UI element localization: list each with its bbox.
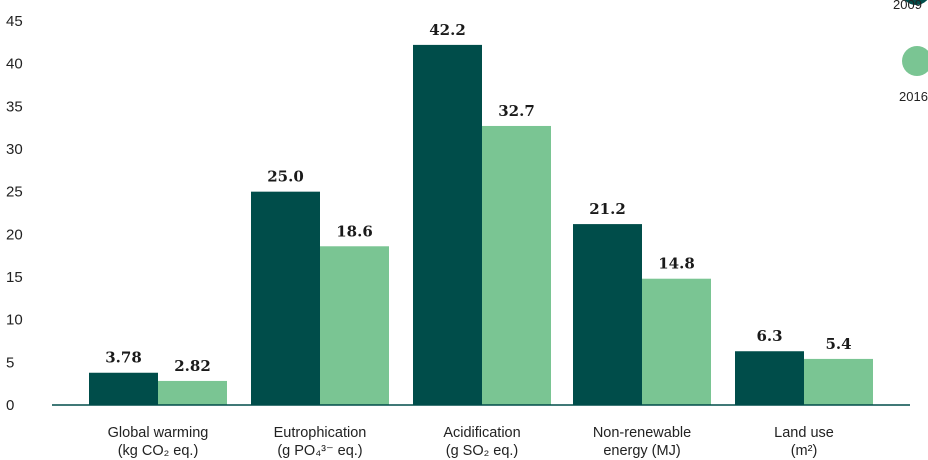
data-label: 18.6 [336,222,373,240]
bars [89,44,873,406]
y-tick-label: 15 [6,269,23,286]
data-label: 21.2 [589,200,626,218]
y-tick-label: 40 [6,56,23,73]
x-axis-labels: Global warming (kg CO₂ eq.) Eutrophication… [108,425,834,459]
bar-2009-3 [573,224,642,405]
legend-swatch-2009 [904,0,928,5]
y-tick-label: 30 [6,141,23,158]
y-tick-label: 35 [6,98,23,115]
data-label: 32.7 [498,102,535,120]
bar-2009-2 [413,44,482,405]
data-label: 42.2 [429,21,466,39]
data-label: 25.0 [267,168,304,186]
bar-2016-1 [320,246,389,405]
bar-2009-4 [735,351,804,405]
y-tick-label: 20 [6,226,23,243]
y-axis: 0 5 10 15 20 25 30 35 40 45 [6,13,23,414]
x-category-label: Global warming [108,425,209,441]
bar-2009-0 [89,372,158,405]
data-label: 14.8 [658,255,695,273]
data-label: 5.4 [825,335,851,353]
legend-swatch-2016 [902,46,928,76]
bar-2009-1 [251,191,320,405]
x-category-label: Non-renewable [593,425,691,441]
legend-label-2009: 2009 [893,0,922,12]
data-label: 6.3 [756,327,782,345]
data-label: 2.82 [174,357,211,375]
data-labels: 3.78 25.0 42.2 21.2 6.3 2.82 18.6 32.7 14.8 5.4 [105,21,851,375]
x-category-label: (kg CO₂ eq.) [118,443,199,459]
legend-label-2016: 2016 [899,89,928,104]
x-category-label: Land use [774,425,834,441]
y-tick-label: 5 [6,354,14,371]
bar-2016-4 [804,358,873,405]
x-category-label: energy (MJ) [603,443,680,459]
x-category-label: (g SO₂ eq.) [446,443,519,459]
data-label: 3.78 [105,349,142,367]
legend: 2009 2016 [893,0,928,104]
bar-2016-0 [158,380,227,405]
bar-2016-3 [642,278,711,405]
x-category-label: (g PO₄³⁻ eq.) [277,443,362,459]
bar-2016-2 [482,125,551,406]
y-tick-label: 25 [6,184,23,201]
y-tick-label: 45 [6,13,23,30]
x-category-label: Eutrophication [274,425,367,441]
x-category-label: Acidification [443,425,520,441]
x-category-label: (m²) [791,443,818,459]
y-tick-label: 0 [6,397,14,414]
y-tick-label: 10 [6,312,23,329]
